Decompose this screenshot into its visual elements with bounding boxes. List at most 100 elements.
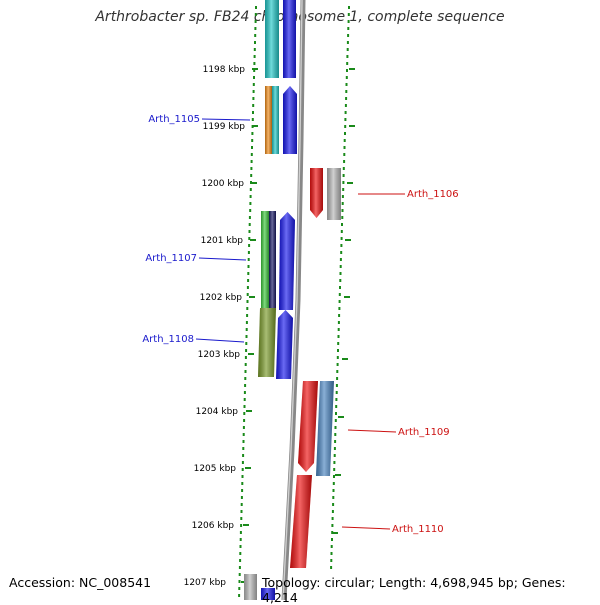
tick-label: 1199 kbp	[203, 122, 246, 132]
feature-steelblue-1109[interactable]	[316, 381, 334, 476]
border-dot	[239, 552, 242, 555]
border-dot	[335, 391, 338, 394]
border-dot	[249, 209, 252, 212]
feature-cyan-1105[interactable]	[272, 86, 279, 154]
label-arth-1109[interactable]: Arth_1109	[347, 427, 450, 438]
border-dot	[330, 559, 333, 562]
border-dot	[255, 6, 257, 9]
border-dot	[336, 370, 339, 373]
feature-blue-bottom[interactable]	[261, 588, 275, 600]
gene-label[interactable]: Arth_1108	[142, 334, 194, 345]
border-dot	[330, 566, 333, 569]
border-dot	[244, 370, 247, 373]
label-arth-1110[interactable]: Arth_1110	[341, 524, 444, 535]
border-dot	[341, 209, 344, 212]
leader-line	[341, 526, 391, 530]
border-dot	[254, 13, 257, 16]
accession-text: Accession: NC_008541	[9, 575, 152, 590]
feature-green-1107[interactable]	[261, 211, 269, 310]
border-dot	[345, 97, 348, 100]
border-dot	[343, 146, 346, 149]
feature-top-blue[interactable]	[283, 0, 296, 78]
border-dot	[251, 139, 254, 142]
feature-red-1109[interactable]	[298, 381, 318, 472]
border-dot	[340, 230, 343, 233]
border-dot	[244, 377, 247, 380]
feature-olive-1108[interactable]	[258, 308, 276, 377]
border-dot	[338, 307, 341, 310]
feature-orange[interactable]	[265, 86, 272, 154]
feature-navy-1107[interactable]	[269, 211, 276, 310]
border-dot	[241, 482, 244, 485]
label-arth-1105[interactable]: Arth_1105	[148, 114, 251, 125]
border-dot	[252, 97, 255, 100]
label-arth-1106[interactable]: Arth_1106	[358, 189, 459, 200]
tick-label: 1202 kbp	[200, 293, 243, 303]
border-dot	[332, 496, 335, 499]
feature-top-cyan[interactable]	[265, 0, 279, 78]
leader-line	[347, 429, 397, 433]
border-dot	[344, 132, 346, 135]
feature-blue-1107[interactable]	[279, 212, 295, 310]
border-dot	[330, 545, 333, 548]
border-dot	[347, 34, 350, 37]
left-dotted-border	[238, 6, 257, 597]
border-dot	[246, 314, 249, 317]
border-dot	[249, 188, 252, 191]
border-dot	[252, 83, 255, 86]
border-dot	[343, 139, 346, 142]
border-dot	[250, 160, 253, 163]
border-dot	[339, 258, 342, 261]
border-dot	[337, 349, 339, 352]
border-dot	[241, 468, 244, 471]
label-arth-1108[interactable]: Arth_1108	[142, 334, 245, 345]
border-dot	[242, 426, 245, 429]
border-dot	[240, 510, 243, 513]
border-dot	[251, 132, 254, 135]
gene-label[interactable]: Arth_1110	[392, 524, 444, 535]
chromosome-backbone	[281, 0, 306, 600]
gene-label[interactable]: Arth_1105	[148, 114, 200, 125]
border-dot	[340, 237, 343, 240]
border-dot	[249, 202, 252, 205]
border-dot	[239, 531, 242, 534]
tick-label: 1201 kbp	[201, 236, 244, 246]
border-dot	[332, 489, 335, 492]
feature-red-1106[interactable]	[310, 168, 323, 218]
gene-label[interactable]: Arth_1107	[145, 253, 197, 264]
border-dot	[344, 111, 347, 114]
border-dot	[254, 34, 257, 37]
border-dot	[336, 363, 339, 366]
border-dot	[253, 62, 256, 65]
feature-blue-1105[interactable]	[283, 86, 297, 154]
border-dot	[340, 244, 343, 247]
border-dot	[348, 6, 350, 9]
border-dot	[338, 314, 341, 317]
border-dot	[245, 349, 248, 352]
border-dot	[250, 167, 253, 170]
border-dot	[239, 559, 242, 562]
border-dot	[342, 174, 345, 177]
border-dot	[335, 412, 337, 415]
feature-red-1110[interactable]	[290, 475, 312, 568]
feature-gray-1106[interactable]	[327, 168, 341, 220]
gene-label[interactable]: Arth_1106	[407, 189, 459, 200]
border-dot	[333, 454, 336, 457]
label-arth-1107[interactable]: Arth_1107	[145, 253, 247, 264]
feature-blue-1108[interactable]	[276, 310, 293, 379]
border-dot	[343, 160, 346, 163]
border-dot	[347, 27, 350, 30]
border-dot	[252, 104, 255, 107]
border-dot	[244, 356, 247, 359]
border-dot	[332, 503, 335, 506]
gene-label[interactable]: Arth_1109	[398, 427, 450, 438]
border-dot	[339, 279, 342, 282]
border-dot	[337, 328, 340, 331]
border-dot	[238, 580, 241, 583]
border-dot	[242, 454, 245, 457]
border-dot	[244, 363, 247, 366]
border-dot	[245, 335, 248, 338]
scale-ticks: 1198 kbp 1199 kbp 1200 kbp 1201 kbp 1202…	[184, 65, 355, 588]
feature-gray-bottom[interactable]	[244, 574, 257, 600]
